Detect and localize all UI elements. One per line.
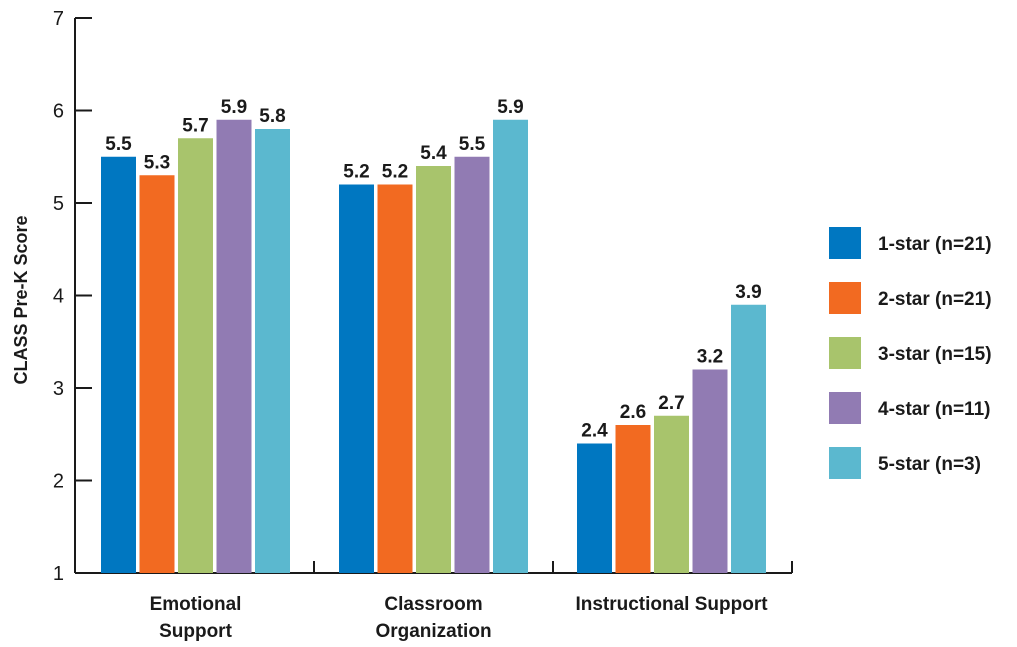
bar-value-label: 2.4 xyxy=(581,421,608,442)
bar xyxy=(454,156,490,573)
bar xyxy=(577,443,612,573)
y-ticks: 1 2 3 4 5 6 7 xyxy=(53,8,92,585)
legend-swatch xyxy=(829,392,861,424)
bar-value-label: 5.4 xyxy=(420,143,447,164)
bar-value-label: 5.7 xyxy=(182,115,208,136)
legend-swatch xyxy=(829,337,861,369)
bar-value-label: 3.9 xyxy=(735,282,761,303)
bar-value-label: 5.2 xyxy=(343,162,369,183)
category-labels: Emotional Support Classroom Organization Ins… xyxy=(150,594,769,642)
y-tick-label: 2 xyxy=(53,471,64,493)
x-ticks xyxy=(313,561,793,573)
y-tick-label: 4 xyxy=(53,286,64,308)
bar xyxy=(416,166,451,573)
category-label: Emotional xyxy=(150,594,242,615)
bar xyxy=(692,369,728,573)
bar-value-label: 5.3 xyxy=(144,152,170,173)
bar xyxy=(339,184,374,573)
legend-label: 5-star (n=3) xyxy=(878,454,981,475)
bar xyxy=(654,415,689,573)
bar xyxy=(493,119,528,573)
y-tick-label: 3 xyxy=(53,378,64,400)
legend-swatch xyxy=(829,447,861,479)
category-label: Organization xyxy=(375,621,491,642)
legend: 1-star (n=21) 2-star (n=21) 3-star (n=15) 4… xyxy=(829,227,992,479)
bar-value-label: 2.6 xyxy=(620,402,646,423)
y-tick-label: 7 xyxy=(53,8,64,30)
legend-label: 4-star (n=11) xyxy=(878,399,990,420)
bar xyxy=(731,304,766,573)
bars xyxy=(101,119,766,573)
legend-label: 3-star (n=15) xyxy=(878,344,992,365)
bar xyxy=(377,184,413,573)
bar-value-label: 5.8 xyxy=(259,106,285,127)
bar xyxy=(615,425,651,573)
bar xyxy=(139,175,175,573)
bar-value-label: 5.5 xyxy=(459,134,486,155)
bar xyxy=(178,138,213,573)
bar-value-label: 5.9 xyxy=(221,97,247,118)
bar xyxy=(255,129,290,573)
category-label: Instructional Support xyxy=(575,594,768,615)
y-tick-label: 5 xyxy=(53,193,64,215)
bar-value-label: 5.5 xyxy=(105,134,132,155)
category-label: Classroom xyxy=(384,594,482,615)
category-label: Support xyxy=(159,621,232,642)
y-tick-label: 6 xyxy=(53,101,64,123)
legend-swatch xyxy=(829,227,861,259)
legend-swatch xyxy=(829,282,861,314)
legend-label: 2-star (n=21) xyxy=(878,289,992,310)
bar-value-label: 3.2 xyxy=(697,347,723,368)
bar xyxy=(101,156,136,573)
bar-value-label: 2.7 xyxy=(658,393,684,414)
bar xyxy=(216,119,252,573)
y-tick-label: 1 xyxy=(53,563,64,585)
y-axis-title: CLASS Pre-K Score xyxy=(11,215,31,384)
legend-label: 1-star (n=21) xyxy=(878,234,992,255)
bar-value-label: 5.9 xyxy=(497,97,523,118)
bar-value-label: 5.2 xyxy=(382,162,408,183)
value-labels: 5.5 5.3 5.7 5.9 5.8 5.2 5.2 5.4 5.5 5.9 2.4 2.6 2.7 3… xyxy=(105,97,761,442)
